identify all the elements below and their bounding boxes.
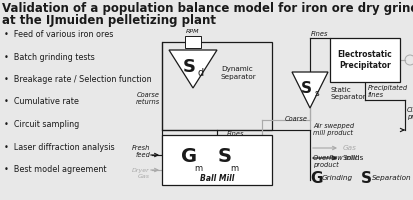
Text: RPM: RPM xyxy=(186,29,199,34)
Text: Dynamic
Separator: Dynamic Separator xyxy=(221,66,256,79)
Text: Solids: Solids xyxy=(342,155,363,161)
Polygon shape xyxy=(169,50,216,88)
Bar xyxy=(161,135,271,185)
Text: Coarse: Coarse xyxy=(284,116,307,122)
Text: •  Batch grinding tests: • Batch grinding tests xyxy=(4,52,95,62)
Bar xyxy=(185,36,201,48)
Text: Gas: Gas xyxy=(342,145,356,151)
Text: Grinding: Grinding xyxy=(321,175,352,181)
Text: •  Breakage rate / Selection function: • Breakage rate / Selection function xyxy=(4,75,151,84)
Text: •  Feed of various iron ores: • Feed of various iron ores xyxy=(4,30,113,39)
Text: •  Best model agreement: • Best model agreement xyxy=(4,165,106,174)
Text: Circuit
product: Circuit product xyxy=(406,107,413,120)
Text: Fresh
feed: Fresh feed xyxy=(131,145,150,158)
Text: $\mathbf{S}$: $\mathbf{S}$ xyxy=(299,80,311,96)
Text: •  Laser diffraction analysis: • Laser diffraction analysis xyxy=(4,142,114,152)
Bar xyxy=(329,38,399,82)
Text: Validation of a population balance model for iron ore dry grinding: Validation of a population balance model… xyxy=(2,2,413,15)
Polygon shape xyxy=(291,72,327,108)
Bar xyxy=(161,42,271,130)
Text: Fines: Fines xyxy=(227,131,244,137)
Text: m: m xyxy=(194,164,202,173)
Text: Static
Separator: Static Separator xyxy=(330,88,366,100)
Text: $\mathbf{G}$: $\mathbf{G}$ xyxy=(179,146,196,166)
Text: Overflow mill
product: Overflow mill product xyxy=(312,155,356,168)
Text: Dryer
Gas: Dryer Gas xyxy=(132,168,150,179)
Text: d: d xyxy=(197,68,204,78)
Text: at the IJmuiden pelletizing plant: at the IJmuiden pelletizing plant xyxy=(2,14,216,27)
Text: Air swepped
mill product: Air swepped mill product xyxy=(312,123,353,136)
Text: $\mathbf{S}$: $\mathbf{S}$ xyxy=(216,146,231,166)
Text: s: s xyxy=(314,90,318,98)
Text: Ball Mill: Ball Mill xyxy=(199,174,234,183)
Text: $\mathbf{S}$: $\mathbf{S}$ xyxy=(182,58,195,76)
Text: $\mathbf{G}$: $\mathbf{G}$ xyxy=(309,170,323,186)
Text: Separation: Separation xyxy=(371,175,411,181)
Text: •  Cumulative rate: • Cumulative rate xyxy=(4,98,79,106)
Text: Electrostatic
Precipitator: Electrostatic Precipitator xyxy=(337,50,392,70)
Text: Precipitated
fines: Precipitated fines xyxy=(367,85,407,98)
Text: $\mathbf{S}$: $\mathbf{S}$ xyxy=(359,170,371,186)
Text: m: m xyxy=(230,164,237,173)
Text: Fines: Fines xyxy=(311,31,328,37)
Text: Coarse
returns: Coarse returns xyxy=(135,92,159,105)
Text: •  Circuit sampling: • Circuit sampling xyxy=(4,120,79,129)
